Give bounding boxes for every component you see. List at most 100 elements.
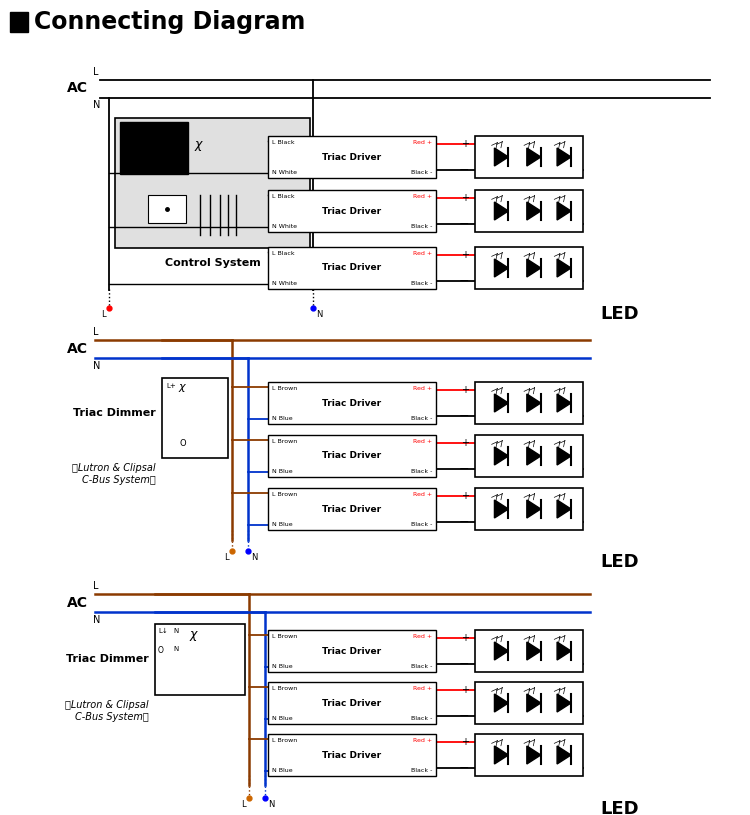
- Text: Red +: Red +: [413, 140, 432, 145]
- Text: Black -: Black -: [411, 281, 432, 286]
- Text: L Brown: L Brown: [272, 439, 297, 444]
- Text: Red +: Red +: [413, 738, 432, 743]
- Text: Triac Driver: Triac Driver: [322, 452, 382, 460]
- Polygon shape: [526, 394, 541, 412]
- Text: −: −: [458, 218, 469, 231]
- Text: （Lutron & Clipsal
C-Bus System）: （Lutron & Clipsal C-Bus System）: [65, 700, 149, 721]
- Polygon shape: [557, 642, 571, 660]
- Text: N Blue: N Blue: [272, 522, 292, 527]
- Text: Black -: Black -: [411, 416, 432, 421]
- Text: +: +: [461, 491, 469, 501]
- Text: N White: N White: [272, 224, 297, 229]
- Bar: [148, 195, 186, 223]
- Bar: [268, 682, 436, 724]
- Text: Black -: Black -: [411, 170, 432, 175]
- Text: +: +: [461, 737, 469, 747]
- Polygon shape: [494, 259, 508, 277]
- Text: −: −: [458, 164, 469, 177]
- Text: Black -: Black -: [411, 469, 432, 474]
- Bar: [10, 12, 28, 32]
- Text: N White: N White: [272, 281, 297, 286]
- Text: Control System: Control System: [165, 258, 260, 268]
- Text: N Blue: N Blue: [272, 716, 292, 721]
- Bar: [268, 382, 436, 424]
- Bar: [268, 247, 436, 289]
- Bar: [155, 624, 245, 695]
- Bar: [268, 136, 436, 178]
- Text: Triac Driver: Triac Driver: [322, 263, 382, 272]
- Text: +: +: [461, 193, 469, 203]
- Polygon shape: [557, 694, 571, 712]
- Polygon shape: [494, 202, 508, 220]
- Text: N: N: [173, 646, 178, 652]
- Text: L: L: [101, 310, 106, 319]
- Text: L↓: L↓: [158, 628, 168, 634]
- Text: L Black: L Black: [272, 251, 295, 256]
- Text: N: N: [251, 553, 257, 562]
- Bar: [268, 190, 436, 232]
- Text: N Blue: N Blue: [272, 469, 292, 474]
- Text: L: L: [93, 67, 98, 77]
- Bar: [475, 382, 583, 424]
- Bar: [475, 488, 583, 530]
- Text: −: −: [458, 516, 469, 528]
- Text: −: −: [458, 462, 469, 475]
- Text: L: L: [242, 800, 246, 809]
- Text: Red +: Red +: [413, 251, 432, 256]
- Text: L: L: [224, 553, 229, 562]
- Text: Black -: Black -: [411, 664, 432, 669]
- Polygon shape: [494, 694, 508, 712]
- Text: Red +: Red +: [413, 492, 432, 497]
- Text: AC: AC: [67, 596, 88, 610]
- Text: N: N: [173, 628, 178, 634]
- Polygon shape: [526, 642, 541, 660]
- Text: AC: AC: [67, 81, 88, 95]
- Polygon shape: [494, 500, 508, 518]
- Text: N: N: [93, 615, 100, 625]
- Bar: [268, 630, 436, 672]
- Polygon shape: [526, 746, 541, 764]
- Text: N White: N White: [272, 170, 297, 175]
- Text: Red +: Red +: [413, 439, 432, 444]
- Text: L Brown: L Brown: [272, 634, 297, 639]
- Text: N: N: [93, 361, 100, 371]
- Polygon shape: [494, 642, 508, 660]
- Polygon shape: [557, 447, 571, 465]
- Polygon shape: [494, 148, 508, 166]
- Polygon shape: [557, 746, 571, 764]
- Text: Triac Driver: Triac Driver: [322, 152, 382, 161]
- Bar: [475, 435, 583, 477]
- Text: Red +: Red +: [413, 686, 432, 691]
- Text: Red +: Red +: [413, 386, 432, 391]
- Text: +: +: [461, 385, 469, 395]
- Text: N: N: [316, 310, 322, 319]
- Text: L Brown: L Brown: [272, 492, 297, 497]
- Text: Black -: Black -: [411, 768, 432, 773]
- Text: O: O: [180, 439, 187, 448]
- Text: +: +: [461, 139, 469, 149]
- Text: N Blue: N Blue: [272, 416, 292, 421]
- Text: +: +: [461, 250, 469, 260]
- Text: +: +: [461, 438, 469, 448]
- Text: Triac Driver: Triac Driver: [322, 399, 382, 408]
- Bar: [475, 630, 583, 672]
- Text: L Brown: L Brown: [272, 738, 297, 743]
- Polygon shape: [526, 202, 541, 220]
- Text: Black -: Black -: [411, 522, 432, 527]
- Text: Triac Driver: Triac Driver: [322, 698, 382, 707]
- Text: N Blue: N Blue: [272, 664, 292, 669]
- Polygon shape: [526, 500, 541, 518]
- Text: LED: LED: [601, 800, 639, 815]
- Text: Black -: Black -: [411, 224, 432, 229]
- Bar: [268, 435, 436, 477]
- Bar: [120, 122, 188, 174]
- Text: Triac Driver: Triac Driver: [322, 504, 382, 513]
- Polygon shape: [526, 694, 541, 712]
- Text: L Black: L Black: [272, 194, 295, 199]
- Text: +: +: [461, 633, 469, 643]
- Text: O: O: [158, 646, 164, 655]
- Polygon shape: [526, 259, 541, 277]
- Text: L+: L+: [166, 383, 176, 389]
- Text: L Brown: L Brown: [272, 386, 297, 391]
- Text: Triac Driver: Triac Driver: [322, 751, 382, 760]
